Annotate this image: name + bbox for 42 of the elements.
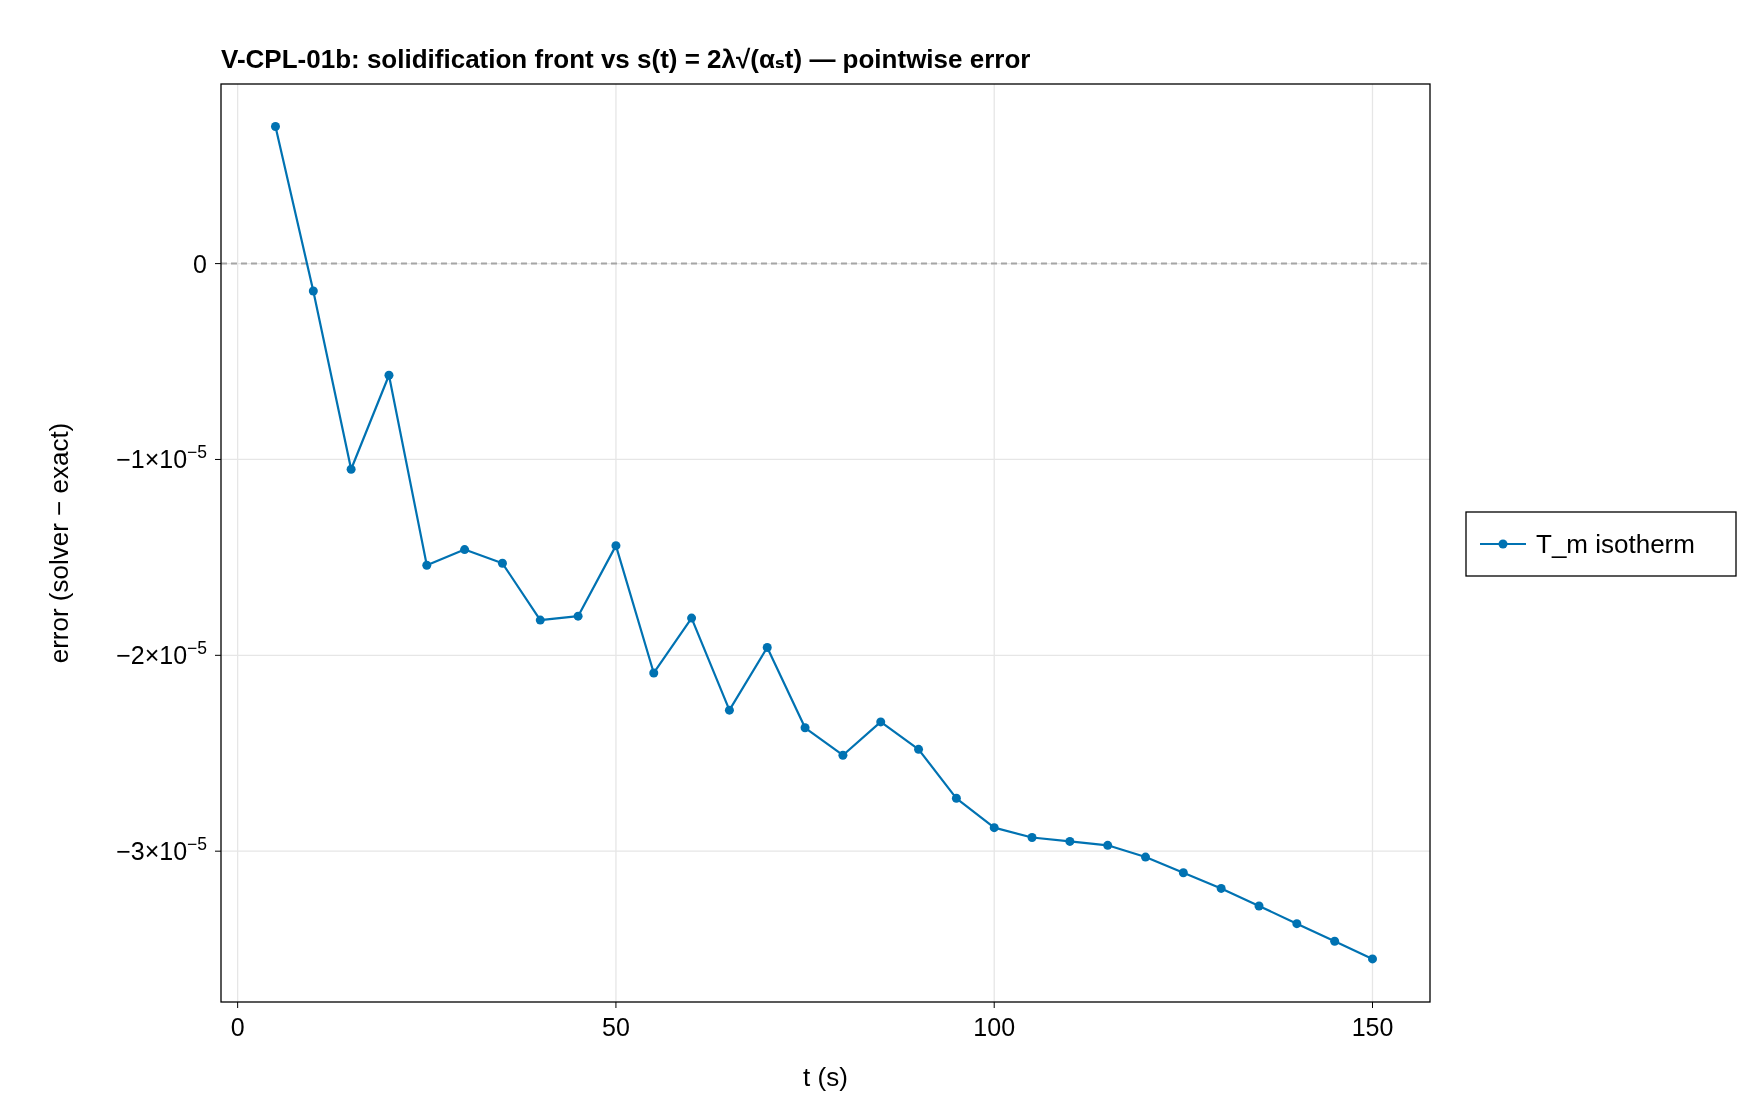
y-tick-label: −1×10$^{−5}$ <box>116 442 207 474</box>
x-axis-title: t (s) <box>803 1062 848 1092</box>
point <box>800 723 810 733</box>
x-tick-label: 150 <box>1351 1013 1394 1041</box>
point <box>1141 852 1151 862</box>
point <box>838 750 848 760</box>
point <box>1254 901 1264 911</box>
y-tick-label: −3×10$^{−5}$ <box>116 834 207 866</box>
point <box>876 717 886 727</box>
point <box>762 642 772 652</box>
point <box>384 370 394 380</box>
point <box>573 611 583 621</box>
point <box>1330 936 1340 946</box>
point <box>1065 836 1075 846</box>
point <box>308 286 318 296</box>
point <box>270 122 280 131</box>
point <box>1292 919 1302 929</box>
point <box>422 560 432 570</box>
legend-label: T_m isotherm <box>1536 529 1695 559</box>
y-tick-label: 0 <box>193 249 207 278</box>
point <box>497 558 507 568</box>
point <box>1027 832 1037 842</box>
point <box>1103 840 1113 850</box>
point <box>687 613 697 623</box>
point <box>649 668 659 678</box>
point <box>1216 883 1226 893</box>
point <box>611 541 621 551</box>
point <box>1368 954 1377 964</box>
chart-title: V-CPL-01b: solidification front vs s(t) = 2λ√(αₛt) — pointwise error <box>221 44 1031 74</box>
x-tick-label: 50 <box>602 1013 630 1041</box>
point <box>989 823 999 833</box>
point <box>346 464 356 474</box>
point <box>535 615 545 625</box>
x-tick-label: 100 <box>973 1013 1016 1041</box>
point <box>460 545 470 555</box>
y-axis-title: error (solver − exact) <box>44 422 74 664</box>
point <box>724 705 734 715</box>
point <box>1178 868 1188 878</box>
point <box>914 744 924 754</box>
x-tick-label: 0 <box>230 1013 245 1041</box>
y-tick-label: −2×10$^{−5}$ <box>116 638 207 670</box>
point <box>951 793 961 803</box>
